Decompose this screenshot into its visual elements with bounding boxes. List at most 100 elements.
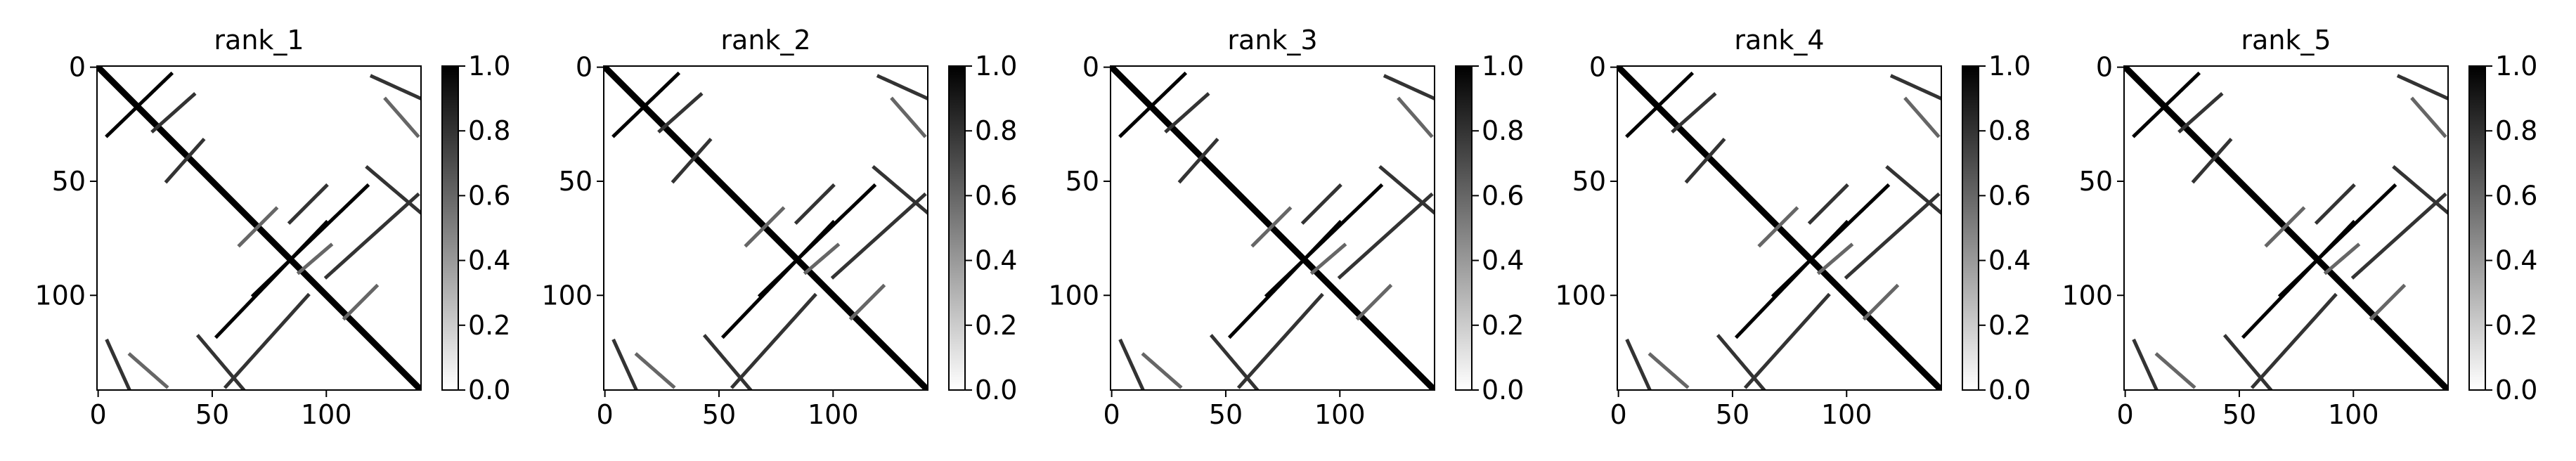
colorbar-tick-label: 0.2 xyxy=(2495,310,2537,341)
axes-frame xyxy=(603,65,928,391)
contact-band-10 xyxy=(1862,283,1900,321)
contact-map xyxy=(2124,66,2448,390)
contact-band-17 xyxy=(1397,96,1434,138)
colorbar-tick-label: 0.0 xyxy=(1482,375,1524,405)
x-tick-label: 0 xyxy=(2117,399,2134,430)
contact-band-6 xyxy=(794,183,836,225)
y-tick-label: 100 xyxy=(541,280,593,311)
contact-band-13 xyxy=(2250,292,2338,389)
contact-band-4 xyxy=(2392,164,2448,216)
y-tick-label: 0 xyxy=(576,52,593,83)
contact-band-7 xyxy=(1337,192,1434,280)
contact-band-2 xyxy=(2177,92,2224,134)
y-tick-label: 50 xyxy=(1066,166,1099,197)
colorbar xyxy=(1962,65,1979,391)
contact-band-3 xyxy=(164,137,206,184)
colorbar-tick-label: 0.2 xyxy=(1482,310,1524,341)
colorbar-tick-label: 0.8 xyxy=(975,115,1017,146)
colorbar-tick-label: 1.0 xyxy=(975,51,1017,82)
y-tick-label: 0 xyxy=(1082,52,1099,83)
axes-frame xyxy=(96,65,422,391)
contact-band-13 xyxy=(1743,292,1831,389)
colorbar-tick-label: 0.0 xyxy=(1988,375,2031,405)
colorbar-tick-label: 0.8 xyxy=(2495,115,2537,146)
contact-band-8 xyxy=(2264,206,2306,248)
contact-band-11 xyxy=(702,334,753,390)
colorbar-tick-label: 0.4 xyxy=(1988,245,2031,276)
x-tick-label: 50 xyxy=(1716,399,1749,430)
contact-band-1 xyxy=(611,71,681,138)
contact-band-8 xyxy=(1757,206,1799,248)
contact-band-15 xyxy=(2154,352,2196,389)
panel-title: rank_1 xyxy=(214,25,304,56)
colorbar-tick-label: 0.0 xyxy=(975,375,1017,405)
contact-band-1 xyxy=(105,71,174,138)
colorbar-tick-label: 0.8 xyxy=(1988,115,2031,146)
y-tick-label: 50 xyxy=(2079,166,2113,197)
contact-band-4 xyxy=(365,164,421,216)
contact-band-1 xyxy=(1118,71,1188,138)
contact-band-3 xyxy=(1684,137,1726,184)
x-tick-label: 50 xyxy=(2222,399,2256,430)
contact-band-4 xyxy=(1885,164,1941,216)
y-tick-label: 50 xyxy=(559,166,593,197)
contact-map xyxy=(97,66,421,390)
contact-band-15 xyxy=(127,352,169,389)
contact-band-3 xyxy=(1177,137,1219,184)
contact-band-2 xyxy=(657,92,704,134)
panel-title: rank_4 xyxy=(1734,25,1824,56)
contact-band-7 xyxy=(830,192,927,280)
contact-band-2 xyxy=(150,92,197,134)
y-tick-label: 50 xyxy=(1572,166,1606,197)
contact-map xyxy=(1111,66,1435,390)
contact-band-1 xyxy=(2132,71,2201,138)
colorbar xyxy=(2468,65,2486,391)
x-tick-label: 0 xyxy=(1103,399,1120,430)
x-tick-label: 0 xyxy=(1610,399,1627,430)
contact-band-14 xyxy=(2132,338,2159,390)
y-tick-label: 100 xyxy=(34,280,86,311)
contact-band-9 xyxy=(1816,242,1854,275)
contact-map xyxy=(1617,66,1941,390)
contact-band-14 xyxy=(611,338,639,390)
contact-band-8 xyxy=(1250,206,1293,248)
contact-band-17 xyxy=(2410,96,2447,138)
colorbar-tick-label: 0.2 xyxy=(975,310,1017,341)
colorbar-tick-label: 0.4 xyxy=(975,245,1017,276)
x-tick-label: 50 xyxy=(1209,399,1243,430)
axes-frame xyxy=(1617,65,1942,391)
contact-band-17 xyxy=(890,96,927,138)
heatmap-panel-2: rank_2 0 50 100 0 50 100 0.0 0.2 0.4 0.6 0.8 1.0 xyxy=(541,25,1017,430)
contact-band-6 xyxy=(2314,183,2356,225)
colorbar-tick-label: 0.0 xyxy=(2495,375,2537,405)
contact-band-6 xyxy=(287,183,329,225)
contact-band-4 xyxy=(872,164,928,216)
x-tick-label: 100 xyxy=(2328,399,2379,430)
contact-band-10 xyxy=(342,283,380,321)
colorbar-tick-label: 1.0 xyxy=(2495,51,2537,82)
contact-band-3 xyxy=(2191,137,2233,184)
colorbar-tick-label: 1.0 xyxy=(1988,51,2031,82)
heatmap-panel-1: rank_1 0 50 100 0 50 100 0.0 0.2 0.4 0.6 0.8 1.0 xyxy=(34,25,510,430)
contact-band-17 xyxy=(1903,96,1941,138)
contact-band-14 xyxy=(105,338,132,390)
contact-band-12 xyxy=(720,219,836,339)
contact-band-14 xyxy=(1625,338,1652,390)
contact-band-15 xyxy=(634,352,676,389)
contact-band-9 xyxy=(1309,242,1347,275)
colorbar-tick-label: 0.6 xyxy=(975,180,1017,211)
contact-band-16 xyxy=(2396,74,2448,101)
contact-band-7 xyxy=(323,192,420,280)
contact-band-11 xyxy=(1716,334,1767,390)
contact-band-3 xyxy=(671,137,713,184)
contact-band-9 xyxy=(803,242,841,275)
x-tick-label: 100 xyxy=(808,399,859,430)
contact-band-15 xyxy=(1648,352,1690,389)
colorbar-tick-label: 1.0 xyxy=(1482,51,1524,82)
y-tick-label: 0 xyxy=(1589,52,1606,83)
contact-band-1 xyxy=(1625,71,1695,138)
contact-band-11 xyxy=(195,334,247,390)
contact-band-10 xyxy=(1355,283,1393,321)
colorbar-tick-label: 1.0 xyxy=(468,51,510,82)
